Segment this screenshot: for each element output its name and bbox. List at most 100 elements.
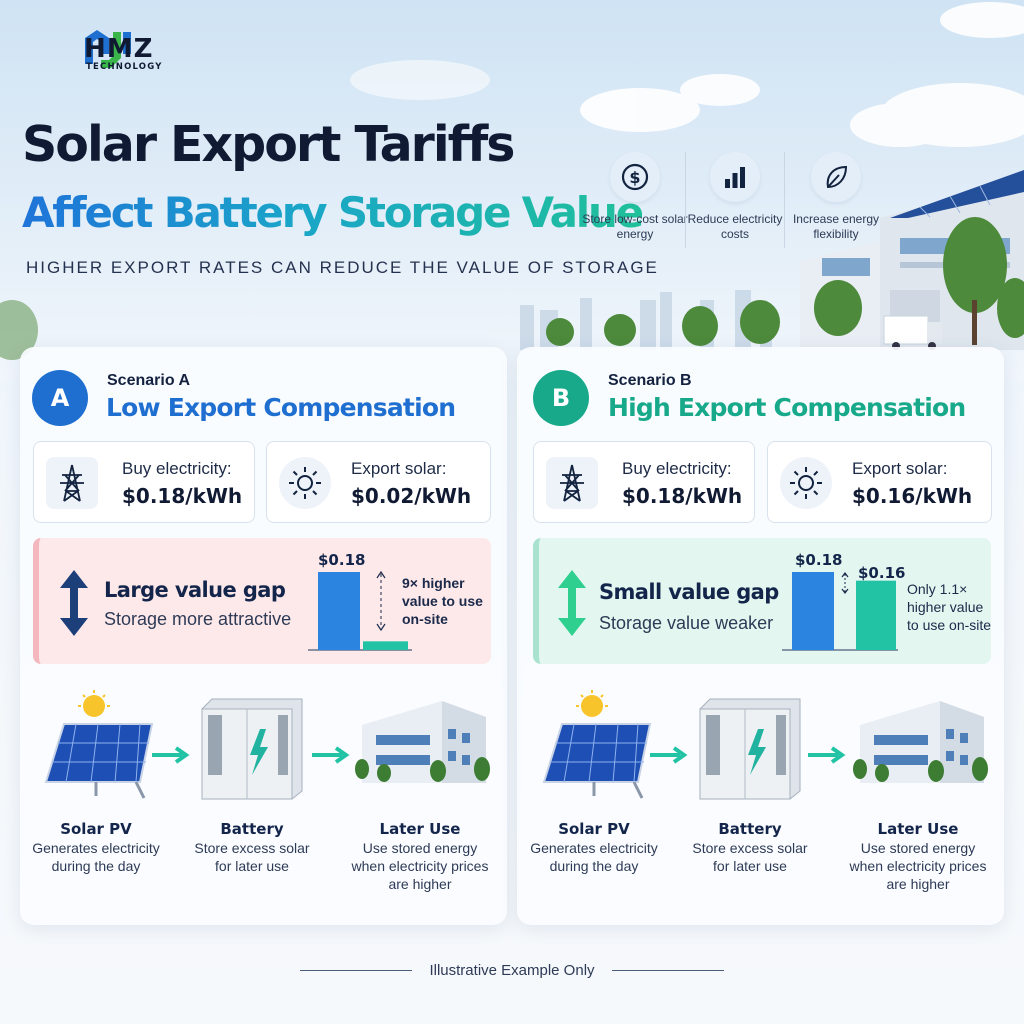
feature-label: Store low-cost solar energy: [582, 212, 688, 241]
export-label: Export solar:: [351, 459, 447, 478]
gap-subtitle: Storage more attractive: [104, 609, 292, 629]
flow-later-use-desc: Use stored energy when electricity price…: [838, 839, 998, 893]
bar-export: [856, 580, 896, 650]
svg-text:$: $: [629, 168, 640, 187]
bar-chart-icon: [710, 152, 760, 202]
feature-label: Reduce electricity costs: [687, 212, 783, 241]
flow-solar-desc: Generates electricity during the day: [16, 839, 176, 875]
up-down-arrow-icon: [60, 570, 88, 636]
scenario-b-badge: B: [533, 370, 589, 426]
buy-label: Buy electricity:: [622, 459, 732, 478]
leaf-icon: [811, 152, 861, 202]
buy-label: Buy electricity:: [122, 459, 232, 478]
gap-title: Large value gap: [104, 578, 286, 602]
feature-divider: [685, 152, 686, 248]
gap-note-line: to use on-site: [907, 617, 992, 633]
footer-rule-right: [612, 970, 724, 971]
hmz-logo-icon: [85, 30, 131, 68]
gap-note: 9× higher value to use on-site: [402, 574, 483, 628]
scenario-a-export-card: Export solar: $0.02/kWh: [266, 441, 491, 523]
page-title-highlight: Affect Battery Storage Value: [22, 188, 644, 237]
footer-disclaimer: Illustrative Example Only: [429, 962, 595, 979]
scenario-a-title: Low Export Compensation: [106, 393, 456, 422]
bar-buy-value-label: $0.18: [795, 551, 843, 569]
flow-battery-name: Battery: [220, 820, 284, 838]
sun-icon: [279, 457, 331, 509]
flow-arrow-icon: [650, 746, 688, 764]
gap-note-line: Only 1.1×: [907, 581, 968, 597]
feature-flexibility: Increase energy flexibility: [781, 152, 891, 242]
flow-later-use-name: Later Use: [877, 820, 959, 838]
export-label: Export solar:: [852, 459, 948, 478]
gap-note-line: 9× higher: [402, 575, 465, 591]
page-title: Solar Export Tariffs: [22, 116, 515, 173]
scenario-a-badge: A: [32, 370, 88, 426]
bar-buy: [318, 572, 360, 650]
footer-rule-left: [300, 970, 412, 971]
export-price: $0.16/kWh: [852, 484, 973, 508]
flow-desc-line: are higher: [886, 876, 950, 892]
scenario-b-title: High Export Compensation: [608, 393, 966, 422]
flow-desc-line: during the day: [549, 858, 639, 874]
bar-export: [363, 641, 408, 650]
flow-desc-line: Generates electricity: [32, 840, 160, 856]
flow-later-use-name: Later Use: [379, 820, 461, 838]
clouds: [350, 2, 1024, 147]
flow-arrow-icon: [808, 746, 846, 764]
flow-desc-line: for later use: [215, 858, 289, 874]
page-subtitle: HIGHER EXPORT RATES CAN REDUCE THE VALUE…: [26, 258, 659, 277]
flow-arrow-icon: [312, 746, 350, 764]
feature-reduce-costs: Reduce electricity costs: [680, 152, 790, 242]
gap-title: Small value gap: [599, 580, 779, 604]
flow-desc-line: Generates electricity: [530, 840, 658, 856]
flow-desc-line: Store excess solar: [692, 840, 808, 856]
flow-solar-name: Solar PV: [558, 820, 630, 838]
transmission-tower-icon: [546, 457, 598, 509]
building-icon: [355, 701, 490, 783]
logo-name: HMZ: [84, 34, 154, 64]
scenario-b-label: Scenario B: [608, 372, 692, 389]
export-price: $0.02/kWh: [351, 484, 472, 508]
logo-subtext: TECHNOLOGY: [86, 62, 163, 72]
gap-subtitle: Storage value weaker: [599, 613, 774, 633]
sun-icon: [780, 457, 832, 509]
up-down-arrow-icon: [558, 570, 586, 636]
flow-desc-line: when electricity prices: [849, 858, 987, 874]
building-icon: [853, 701, 988, 783]
gap-note: Only 1.1× higher value to use on-site: [907, 580, 991, 634]
scenario-a-buy-card: Buy electricity: $0.18/kWh: [33, 441, 255, 523]
flow-arrow-icon: [152, 746, 190, 764]
scenario-a-gap-box: [33, 538, 491, 664]
battery-cabinet-icon: [699, 698, 801, 800]
flow-solar-desc: Generates electricity during the day: [514, 839, 674, 875]
flow-desc-line: are higher: [388, 876, 452, 892]
bar-buy: [792, 572, 834, 650]
trees: [0, 217, 1024, 360]
feature-store-solar: $ Store low-cost solar energy: [580, 152, 690, 242]
flow-later-use-desc: Use stored energy when electricity price…: [340, 839, 500, 893]
gap-note-line: higher value: [907, 599, 984, 615]
flow-battery-desc: Store excess solar for later use: [670, 839, 830, 875]
gap-note-line: value to use: [402, 593, 483, 609]
dollar-icon: $: [610, 152, 660, 202]
scenario-a-label: Scenario A: [107, 372, 190, 389]
flow-desc-line: Use stored energy: [362, 840, 478, 856]
buy-price: $0.18/kWh: [122, 484, 243, 508]
flow-desc-line: Use stored energy: [860, 840, 976, 856]
flow-desc-line: Store excess solar: [194, 840, 310, 856]
feature-divider: [784, 152, 785, 248]
buy-price: $0.18/kWh: [622, 484, 743, 508]
scenario-b-gap-box: [533, 538, 991, 664]
flow-battery-name: Battery: [718, 820, 782, 838]
flow-desc-line: when electricity prices: [351, 858, 489, 874]
scenario-b-bar-chart: [782, 572, 898, 651]
scenario-b-export-card: Export solar: $0.16/kWh: [767, 441, 992, 523]
scenario-a-bar-chart: [308, 570, 412, 651]
bar-buy-value-label: $0.18: [318, 551, 366, 569]
flow-battery-desc: Store excess solar for later use: [172, 839, 332, 875]
gap-note-line: on-site: [402, 611, 448, 627]
flow-desc-line: for later use: [713, 858, 787, 874]
transmission-tower-icon: [46, 457, 98, 509]
solar-panel-icon: [542, 690, 652, 799]
flow-desc-line: during the day: [51, 858, 141, 874]
